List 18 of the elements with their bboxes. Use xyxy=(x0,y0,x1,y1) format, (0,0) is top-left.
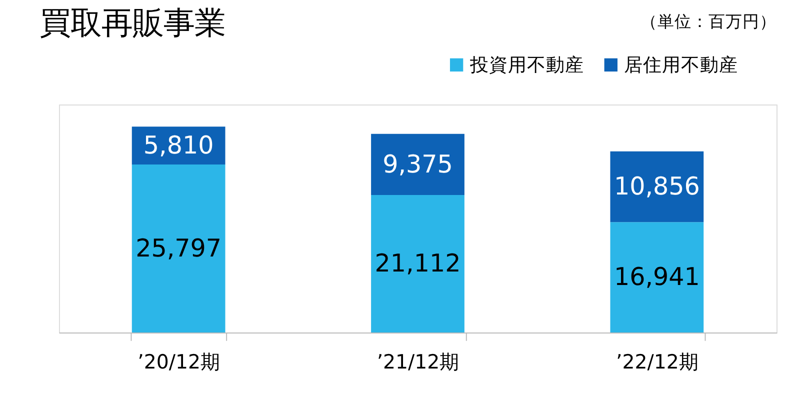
chart-title: 買取再販事業 xyxy=(39,6,226,42)
legend-label: 投資用不動産 xyxy=(468,54,584,76)
legend-label: 居住用不動産 xyxy=(624,54,738,76)
text: （単位：百万円） xyxy=(640,10,777,31)
x-tick-label: ’20/12期 xyxy=(138,350,220,374)
data-label: 9,375 xyxy=(382,149,453,178)
data-label: 10,856 xyxy=(614,172,700,201)
bar xyxy=(371,194,464,333)
data-label: 5,810 xyxy=(143,130,214,160)
bar xyxy=(132,164,226,333)
bar xyxy=(610,222,704,333)
bar xyxy=(610,151,704,222)
data-label: 16,941 xyxy=(614,262,700,292)
data-label: 21,112 xyxy=(374,248,461,278)
data-label: 25,797 xyxy=(136,233,222,262)
x-tick-label: ’22/12期 xyxy=(616,350,699,374)
bar xyxy=(371,134,464,195)
x-tick-label: ’21/12期 xyxy=(376,350,460,374)
